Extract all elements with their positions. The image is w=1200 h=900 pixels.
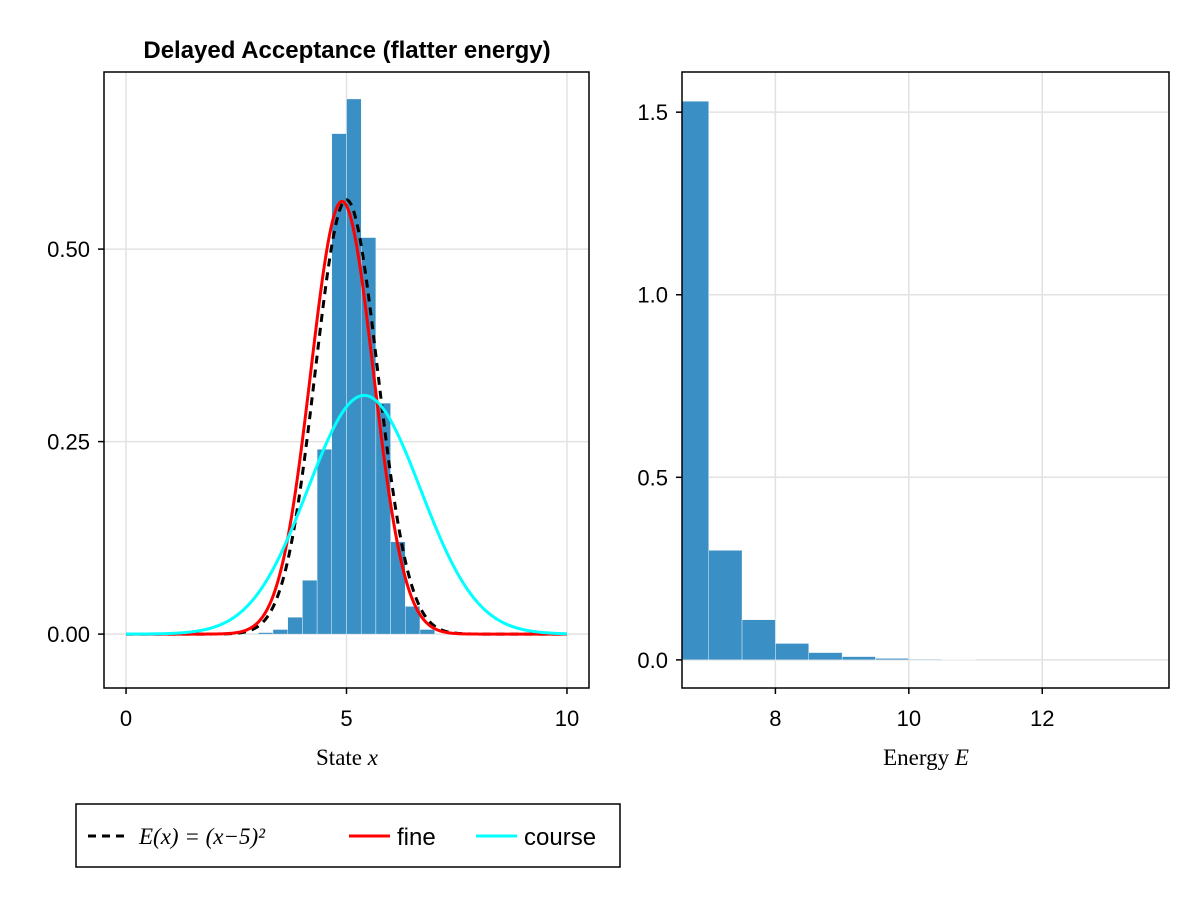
left-chart-lines — [125, 198, 568, 636]
left-chart-xlabel: State x — [316, 745, 379, 770]
legend-label-fine: fine — [397, 824, 436, 851]
right-hist-bar — [875, 658, 910, 661]
left-hist-bar — [390, 541, 406, 635]
right-ytick-label-0: 0.0 — [637, 648, 668, 673]
left-hist-bar — [287, 616, 303, 635]
left-curve-fine — [125, 199, 568, 636]
legend-label-course: course — [524, 824, 596, 851]
left-xlabel-var: x — [367, 745, 379, 770]
left-hist-bar — [405, 606, 421, 635]
right-xtick-label-1: 10 — [897, 706, 921, 731]
right-hist-bar — [908, 658, 943, 661]
right-hist-bar — [681, 101, 709, 661]
left-hist-bar — [316, 449, 332, 635]
right-hist-bar — [841, 656, 876, 661]
left-ytick-label-1: 0.25 — [47, 430, 90, 455]
right-xtick-label-0: 8 — [769, 706, 781, 731]
left-chart-title: Delayed Acceptance (flatter energy) — [143, 37, 550, 64]
left-ytick-label-0: 0.00 — [47, 622, 90, 647]
left-chart-ticks: 0 5 10 0.00 0.25 0.50 — [47, 237, 579, 731]
right-hist-bar — [741, 619, 776, 661]
left-xtick-label-2: 10 — [555, 706, 579, 731]
right-chart-grid — [682, 72, 1169, 688]
right-xlabel-var: E — [954, 745, 969, 770]
right-xtick-label-2: 12 — [1030, 706, 1054, 731]
right-xlabel-text: Energy — [883, 745, 955, 770]
left-hist-bar — [375, 402, 391, 635]
left-hist-bar — [346, 98, 362, 635]
left-hist-bar — [272, 629, 288, 635]
left-hist-bar — [419, 629, 435, 635]
legend: E(x) = (x−5)² fine course — [75, 803, 621, 868]
right-hist-bar — [708, 550, 743, 661]
right-ytick-label-2: 1.0 — [637, 283, 668, 308]
right-chart-bars — [681, 101, 976, 661]
right-chart-energy-histogram: 8 10 12 0.0 0.5 1.0 1.5 Energy E — [637, 71, 1170, 770]
right-ytick-label-1: 0.5 — [637, 465, 668, 490]
left-hist-bar — [302, 580, 318, 635]
legend-box — [75, 803, 621, 868]
left-chart-state-histogram: Delayed Acceptance (flatter energy) 0 5 10… — [47, 37, 590, 770]
right-chart-ticks: 8 10 12 0.0 0.5 1.0 1.5 — [637, 100, 1054, 731]
left-hist-bar — [258, 632, 274, 635]
legend-label-energy: E(x) = (x−5)² — [138, 824, 266, 849]
left-curve-course — [125, 393, 568, 636]
right-hist-bar — [808, 652, 843, 661]
left-xtick-label-1: 5 — [340, 706, 352, 731]
left-xtick-label-0: 0 — [120, 706, 132, 731]
right-ytick-label-3: 1.5 — [637, 100, 668, 125]
left-chart-bars — [258, 98, 435, 635]
right-hist-bar — [775, 643, 809, 661]
right-chart-xlabel: Energy E — [883, 745, 969, 770]
right-chart-frame — [681, 71, 1170, 689]
left-ytick-label-2: 0.50 — [47, 237, 90, 262]
left-xlabel-text: State — [316, 745, 368, 770]
